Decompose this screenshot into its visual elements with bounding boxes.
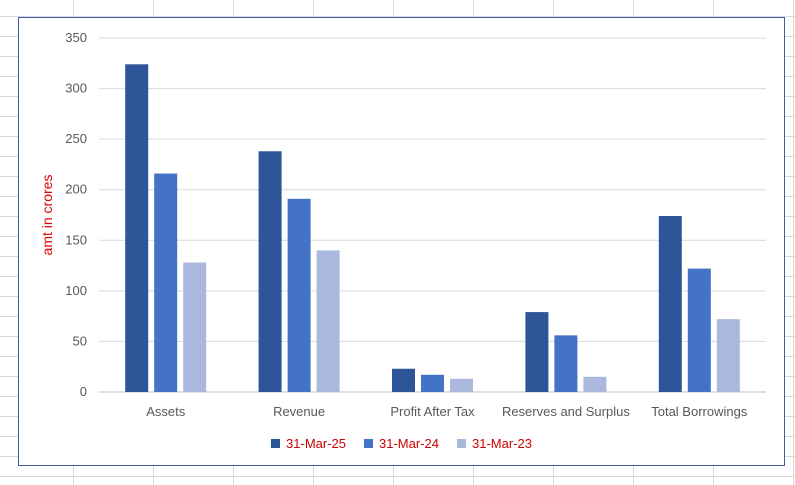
y-tick-label: 150	[65, 232, 87, 247]
y-axis-label: amt in crores	[39, 175, 55, 256]
y-tick-label: 350	[65, 30, 87, 45]
chart-frame[interactable]: 0 50 100 150 200 250 300 350 amt in crores Assets…	[18, 17, 785, 466]
x-tick-label: Assets	[146, 404, 186, 419]
bar-31-Mar-25-total-borrowings[interactable]	[658, 216, 682, 392]
bar-31-Mar-24-revenue[interactable]	[287, 198, 311, 392]
legend-label: 31-Mar-23	[471, 436, 532, 451]
bar-31-Mar-23-assets[interactable]	[183, 262, 207, 392]
x-tick-label: Revenue	[273, 404, 325, 419]
legend-item[interactable]: 31-Mar-23	[456, 436, 532, 451]
bar-31-Mar-23-total-borrowings[interactable]	[716, 319, 740, 392]
y-tick-label: 200	[65, 182, 87, 197]
bar-31-Mar-25-assets[interactable]	[125, 64, 149, 392]
legend-swatch	[364, 439, 374, 448]
bar-31-Mar-24-total-borrowings[interactable]	[687, 268, 711, 392]
legend-swatch	[271, 439, 281, 448]
x-tick-label: Profit After Tax	[390, 404, 475, 419]
bar-31-Mar-25-revenue[interactable]	[258, 151, 282, 392]
bar-31-Mar-24-reserves-and-surplus[interactable]	[554, 335, 578, 392]
legend-label: 31-Mar-25	[286, 436, 347, 451]
y-tick-label: 300	[65, 81, 87, 96]
y-tick-label: 250	[65, 131, 87, 146]
bar-31-Mar-24-assets[interactable]	[154, 173, 178, 392]
y-tick-label: 100	[65, 283, 87, 298]
bar-31-Mar-23-reserves-and-surplus[interactable]	[583, 376, 607, 392]
bar-31-Mar-24-profit-after-tax[interactable]	[421, 374, 444, 392]
bar-chart: 0 50 100 150 200 250 300 350 amt in crores Assets…	[39, 30, 766, 419]
bar-31-Mar-23-profit-after-tax[interactable]	[450, 378, 473, 392]
legend-swatch	[456, 439, 466, 448]
bar-31-Mar-25-profit-after-tax[interactable]	[392, 368, 415, 392]
legend-item[interactable]: 31-Mar-24	[364, 436, 439, 451]
legend-label: 31-Mar-24	[379, 436, 439, 451]
bar-31-Mar-23-revenue[interactable]	[316, 250, 340, 392]
legend-item[interactable]: 31-Mar-25	[271, 436, 346, 451]
x-tick-label: Reserves and Surplus	[502, 404, 630, 419]
x-tick-label: Total Borrowings	[651, 404, 748, 419]
chart-legend: 31-Mar-25 31-Mar-24 31-Mar-23	[19, 436, 784, 451]
bar-31-Mar-25-reserves-and-surplus[interactable]	[525, 312, 549, 392]
y-tick-label: 0	[80, 384, 87, 399]
y-tick-label: 50	[73, 333, 87, 348]
